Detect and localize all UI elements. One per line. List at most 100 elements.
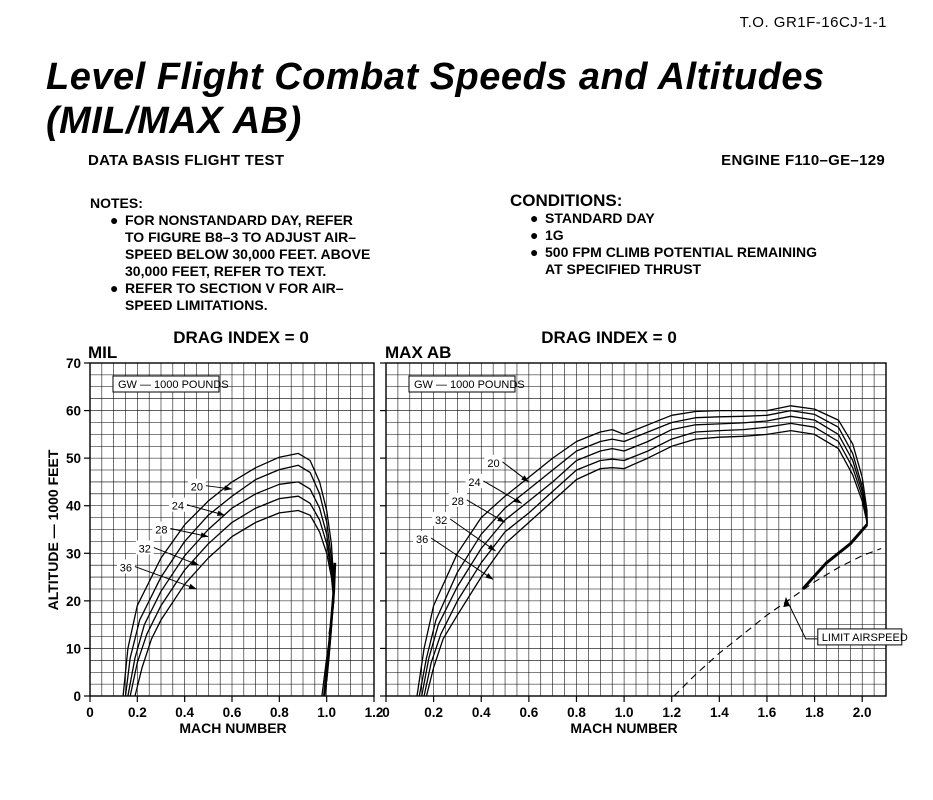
x-tick-label: 1.2 (662, 705, 681, 720)
y-axis-label: ALTITUDE — 1000 FEET (45, 449, 61, 610)
x-tick-label: 0.2 (128, 705, 147, 720)
limit-label-leader (785, 598, 818, 640)
note-line: SPEED BELOW 30,000 FEET. ABOVE (125, 246, 371, 262)
x-tick-label: 0.8 (567, 705, 586, 720)
x-tick-label: 0.6 (519, 705, 538, 720)
conditions-heading: CONDITIONS: (510, 191, 623, 210)
bullet-icon: ● (530, 227, 539, 243)
y-tick-label: 70 (66, 356, 81, 371)
weight-label: 20 (487, 458, 499, 470)
x-axis-label: MACH NUMBER (179, 720, 286, 736)
chart-title: DRAG INDEX = 0 (541, 328, 677, 347)
x-tick-label: 0.6 (223, 705, 242, 720)
weight-label: 20 (191, 482, 203, 494)
x-tick-label: 1.8 (805, 705, 824, 720)
weight-label-bg (168, 497, 187, 512)
note-line: SPEED LIMITATIONS. (125, 297, 268, 313)
weight-label-arrow (485, 573, 494, 580)
x-tick-label: 1.4 (710, 705, 729, 720)
weight-label-arrow (513, 497, 522, 504)
notes-heading: NOTES: (90, 195, 143, 211)
y-tick-label: 60 (66, 404, 81, 419)
weight-label-bg (465, 473, 484, 488)
legend-label: GW — 1000 POUNDS (414, 379, 525, 391)
legend-box (408, 375, 516, 393)
limit-airspeed-label: LIMIT AIRSPEED (822, 632, 908, 644)
weight-label-arrow (487, 544, 496, 551)
notes-block: NOTES: ● FOR NONSTANDARD DAY, REFER TO FIG… (90, 195, 370, 314)
series-line-gw-20 (416, 405, 868, 697)
bullet-icon: ● (110, 280, 119, 296)
weight-label-leader (153, 547, 200, 566)
weight-label-bg (135, 540, 154, 555)
chart-panel-mil: 0 10 20 30 40 50 60 70 0 0.2 0.4 0.6 0.8 1.0 1.2 GW — 1… (66, 328, 383, 736)
y-tick-label: 40 (66, 499, 81, 514)
x-tick-label: 2.0 (853, 705, 872, 720)
note-line: FOR NONSTANDARD DAY, REFER (125, 212, 353, 228)
page-title-line-2: (MIL/MAX AB) (46, 100, 302, 142)
chart-title: DRAG INDEX = 0 (173, 328, 309, 347)
condition-line: 500 FPM CLIMB POTENTIAL REMAINING (545, 244, 817, 260)
weight-label-bg (187, 478, 206, 493)
bullet-icon: ● (530, 210, 539, 226)
weight-label: 24 (172, 501, 184, 513)
weight-label-bg (413, 531, 432, 546)
x-tick-label: 0.2 (424, 705, 443, 720)
chart-panel-max-ab: 0 0.2 0.4 0.6 0.8 1.0 1.2 1.4 1.6 1.8 2.0 GW — 1000… (380, 328, 908, 736)
series-line-gw-24 (124, 464, 335, 697)
weight-label-bg (448, 492, 467, 507)
note-item: ● FOR NONSTANDARD DAY, REFER TO FIGURE B8–… (90, 212, 370, 280)
note-line: REFER TO SECTION V FOR AIR– (125, 280, 344, 296)
x-tick-label: 1.0 (615, 705, 634, 720)
limit-label-box (817, 628, 903, 646)
bullet-icon: ● (530, 244, 539, 260)
y-tick-label: 30 (66, 546, 81, 561)
panel-label: MIL (88, 343, 117, 362)
bullet-icon: ● (110, 212, 119, 228)
note-line: 30,000 FEET, REFER TO TEXT. (125, 263, 327, 279)
y-tick-label: 50 (66, 451, 81, 466)
weight-label-leader (134, 566, 197, 590)
weight-label-bg (116, 559, 135, 574)
weight-label-arrow (190, 559, 199, 566)
x-tick-label: 1.6 (758, 705, 777, 720)
condition-line: AT SPECIFIED THRUST (545, 261, 702, 277)
series-line-gw-24 (418, 409, 868, 697)
weight-label-arrow (497, 516, 506, 523)
y-tick-label: 20 (66, 594, 81, 609)
page-title-line-1: Level Flight Combat Speeds and Altitudes (46, 56, 825, 98)
weight-label: 36 (416, 534, 428, 546)
series-line-gw-36 (134, 509, 335, 697)
weight-label-arrow (188, 583, 197, 589)
engine-label: ENGINE F110–GE–129 (721, 152, 885, 169)
grid (90, 363, 374, 696)
x-tick-label: 1.0 (317, 705, 336, 720)
x-tick-label: 0 (382, 705, 390, 720)
series-line-bold-limit (323, 562, 337, 697)
x-axis-label: MACH NUMBER (570, 720, 677, 736)
weight-label-bg (484, 454, 503, 469)
x-tick-label: 0.8 (270, 705, 289, 720)
weight-label-leader (449, 518, 496, 552)
weight-label: 36 (120, 563, 132, 575)
weight-label: 24 (468, 477, 480, 489)
grid (386, 363, 886, 696)
weight-label-bg (152, 521, 171, 536)
y-tick-label: 0 (73, 689, 81, 704)
series-line-gw-32 (423, 422, 868, 697)
data-basis-label: DATA BASIS FLIGHT TEST (88, 152, 285, 169)
x-tick-label: 1.2 (365, 705, 384, 720)
legend-box (112, 375, 220, 393)
x-tick-label: 0.4 (472, 705, 491, 720)
x-tick-label: 0.4 (175, 705, 194, 720)
conditions-block: CONDITIONS: ● STANDARD DAY ● 1G ● 500 FPM C… (510, 192, 817, 278)
weight-label: 32 (435, 515, 447, 527)
weight-label-leader (430, 537, 494, 580)
weight-label-bg (432, 511, 451, 526)
weight-label-arrow (521, 475, 529, 482)
condition-item: ● 500 FPM CLIMB POTENTIAL REMAINING AT SPE… (510, 244, 817, 278)
limit-airspeed-line (673, 547, 882, 697)
condition-item: ● 1G (510, 227, 817, 244)
document-number: T.O. GR1F-16CJ-1-1 (739, 14, 887, 31)
